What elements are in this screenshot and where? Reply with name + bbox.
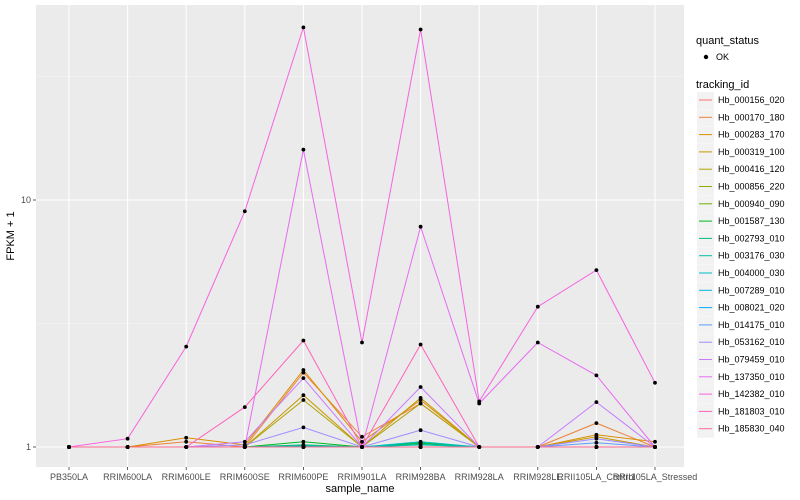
data-point — [418, 439, 423, 444]
data-point — [184, 435, 189, 440]
y-axis: 1 10 — [21, 195, 36, 452]
gridlines-x — [68, 5, 656, 467]
legend-label: Hb_001587_130 — [718, 216, 785, 226]
data-point — [418, 385, 423, 389]
y-axis-title: FPKM + 1 — [5, 211, 17, 260]
data-point — [418, 224, 423, 229]
x-tick-label: RRIM600PE — [278, 472, 328, 482]
x-tick-label: RRIM600LA — [103, 472, 152, 482]
data-point — [125, 436, 130, 441]
data-point — [125, 445, 130, 449]
legend-label: Hb_003176_030 — [718, 251, 785, 261]
y-tick-label: 10 — [21, 195, 31, 205]
series-points — [67, 25, 657, 449]
data-point — [360, 340, 364, 345]
x-tick-label: RRIM600SE — [220, 472, 270, 482]
x-tick-label: RRIM928LA — [455, 472, 504, 482]
legend-label: Hb_000156_020 — [718, 95, 785, 105]
data-point — [184, 439, 189, 444]
data-point — [418, 428, 423, 433]
data-point — [594, 373, 599, 378]
data-point — [301, 370, 306, 375]
minor-gridlines-y — [36, 76, 684, 324]
x-tick-label: RRII105LA_Control — [557, 472, 635, 482]
legend-label: Hb_000319_100 — [718, 147, 785, 157]
data-point — [301, 439, 306, 444]
legend-label: Hb_004000_030 — [718, 268, 785, 278]
data-point — [594, 421, 599, 425]
x-tick-label: PB350LA — [50, 472, 88, 482]
x-tick-label: RRII105LA_Stressed — [613, 472, 698, 482]
data-point — [301, 376, 306, 380]
data-point — [653, 445, 657, 449]
legend-point-key — [703, 54, 709, 60]
x-tick-label: RRIM600LE — [162, 472, 211, 482]
legend: quant_status OK tracking_id Hb_000156_02… — [696, 35, 785, 438]
data-point — [242, 405, 247, 409]
data-point — [594, 445, 599, 449]
data-point — [301, 445, 306, 449]
data-point — [477, 399, 482, 404]
legend-label: Hb_000856_220 — [718, 182, 785, 192]
legend-label: Hb_014175_010 — [718, 320, 785, 330]
data-point — [301, 368, 306, 372]
data-point — [418, 27, 423, 32]
x-axis-title: sample_name — [325, 483, 394, 495]
y-tick-label: 1 — [26, 442, 31, 452]
data-point — [242, 209, 247, 214]
data-point — [594, 268, 599, 272]
x-tick-label: RRIM901LA — [337, 472, 386, 482]
data-point — [242, 445, 247, 449]
data-point — [535, 340, 540, 345]
data-point — [184, 445, 189, 449]
x-axis: PB350LA RRIM600LA RRIM600LE RRIM600SE RRIM60… — [50, 467, 697, 482]
plot-panel — [36, 5, 684, 467]
legend-label: Hb_137350_010 — [718, 372, 785, 382]
data-point — [418, 401, 423, 406]
legend-label: Hb_181803_010 — [718, 406, 785, 416]
data-point — [477, 445, 482, 449]
legend-items: Hb_000156_020 Hb_000170_180 Hb_000283_170 H… — [697, 92, 785, 438]
data-point — [67, 445, 71, 449]
data-point — [418, 396, 423, 400]
legend-lines-title: tracking_id — [696, 79, 749, 91]
legend-point-label: OK — [716, 52, 729, 62]
data-point — [594, 436, 599, 441]
data-point — [653, 380, 657, 385]
data-point — [653, 439, 657, 444]
x-tick-label: RRIM928LE — [513, 472, 562, 482]
data-point — [184, 344, 189, 349]
legend-label: Hb_000940_090 — [718, 199, 785, 209]
data-point — [360, 434, 364, 439]
legend-label: Hb_079459_010 — [718, 355, 785, 365]
data-point — [301, 338, 306, 343]
legend-label: Hb_000170_180 — [718, 112, 785, 122]
data-point — [594, 440, 599, 445]
legend-label: Hb_002793_010 — [718, 233, 785, 243]
legend-label: Hb_007289_010 — [718, 285, 785, 295]
legend-label: Hb_053162_010 — [718, 337, 785, 347]
data-point — [301, 393, 306, 398]
x-tick-label: RRIM928BA — [396, 472, 446, 482]
legend-label: Hb_000416_120 — [718, 164, 785, 174]
data-point — [301, 425, 306, 430]
legend-label: Hb_000283_170 — [718, 130, 785, 140]
data-point — [418, 445, 423, 449]
data-point — [594, 400, 599, 404]
data-point — [360, 439, 364, 444]
data-point — [360, 445, 364, 449]
data-point — [301, 147, 306, 152]
data-point — [242, 439, 247, 444]
data-point — [301, 25, 306, 30]
data-point — [301, 398, 306, 402]
data-point — [535, 304, 540, 309]
legend-points-title: quant_status — [696, 35, 759, 47]
data-point — [418, 342, 423, 347]
legend-label: Hb_185830_040 — [718, 424, 785, 434]
data-point — [535, 445, 540, 449]
legend-label: Hb_142382_010 — [718, 389, 785, 399]
legend-label: Hb_008021_020 — [718, 303, 785, 313]
